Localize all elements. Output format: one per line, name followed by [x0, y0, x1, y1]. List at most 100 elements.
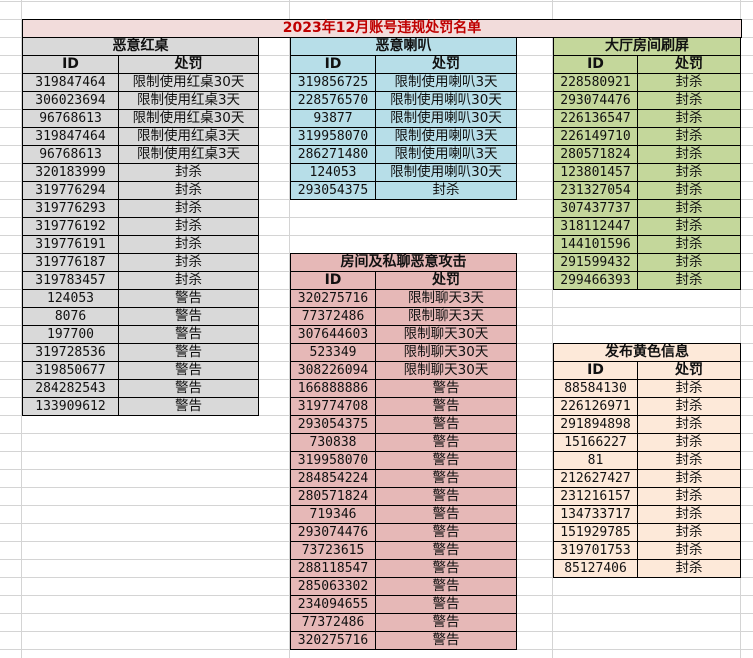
- id-cell[interactable]: 8076: [22, 307, 119, 326]
- penalty-cell[interactable]: 限制聊天30天: [375, 361, 517, 380]
- id-cell[interactable]: 306023694: [22, 91, 119, 110]
- id-cell[interactable]: 319776192: [22, 217, 119, 236]
- id-cell[interactable]: 96768613: [22, 145, 119, 164]
- id-cell[interactable]: 319728536: [22, 343, 119, 362]
- id-cell[interactable]: 231216157: [553, 487, 638, 506]
- penalty-cell[interactable]: 封杀: [375, 181, 517, 200]
- table-caption[interactable]: 恶意喇叭: [290, 37, 517, 56]
- penalty-cell[interactable]: 封杀: [118, 271, 259, 290]
- penalty-cell[interactable]: 限制聊天30天: [375, 325, 517, 344]
- id-cell[interactable]: 293074476: [290, 523, 376, 542]
- penalty-cell[interactable]: 限制使用红桌3天: [118, 145, 259, 164]
- penalty-cell[interactable]: 限制使用喇叭30天: [375, 91, 517, 110]
- id-cell[interactable]: 88584130: [553, 379, 638, 398]
- penalty-cell[interactable]: 限制使用喇叭30天: [375, 109, 517, 128]
- penalty-cell[interactable]: 封杀: [637, 253, 741, 272]
- id-cell[interactable]: 234094655: [290, 595, 376, 614]
- id-cell[interactable]: 291894898: [553, 415, 638, 434]
- id-cell[interactable]: 133909612: [22, 397, 119, 416]
- penalty-cell[interactable]: 警告: [118, 361, 259, 380]
- id-cell[interactable]: 319850677: [22, 361, 119, 380]
- penalty-cell[interactable]: 封杀: [118, 217, 259, 236]
- id-cell[interactable]: 319958070: [290, 451, 376, 470]
- penalty-cell[interactable]: 限制聊天30天: [375, 343, 517, 362]
- id-cell[interactable]: 73723615: [290, 541, 376, 560]
- penalty-cell[interactable]: 封杀: [637, 541, 741, 560]
- penalty-cell[interactable]: 警告: [375, 559, 517, 578]
- penalty-cell[interactable]: 限制使用红桌30天: [118, 73, 259, 92]
- penalty-cell[interactable]: 警告: [375, 433, 517, 452]
- id-cell[interactable]: 123801457: [553, 163, 638, 182]
- id-cell[interactable]: 307437737: [553, 199, 638, 218]
- penalty-cell[interactable]: 警告: [375, 469, 517, 488]
- penalty-cell[interactable]: 封杀: [637, 127, 741, 146]
- id-cell[interactable]: 285063302: [290, 577, 376, 596]
- id-cell[interactable]: 144101596: [553, 235, 638, 254]
- penalty-cell[interactable]: 警告: [375, 577, 517, 596]
- penalty-cell[interactable]: 警告: [118, 307, 259, 326]
- id-cell[interactable]: 226149710: [553, 127, 638, 146]
- penalty-cell[interactable]: 警告: [118, 289, 259, 308]
- penalty-cell[interactable]: 封杀: [637, 217, 741, 236]
- id-cell[interactable]: 320183999: [22, 163, 119, 182]
- penalty-cell[interactable]: 封杀: [637, 163, 741, 182]
- id-cell[interactable]: 319701753: [553, 541, 638, 560]
- penalty-cell[interactable]: 封杀: [118, 199, 259, 218]
- penalty-cell[interactable]: 封杀: [637, 415, 741, 434]
- penalty-cell[interactable]: 封杀: [637, 397, 741, 416]
- id-cell[interactable]: 288118547: [290, 559, 376, 578]
- id-cell[interactable]: 319958070: [290, 127, 376, 146]
- id-cell[interactable]: 77372486: [290, 307, 376, 326]
- penalty-cell[interactable]: 限制使用喇叭3天: [375, 145, 517, 164]
- id-cell[interactable]: 284282543: [22, 379, 119, 398]
- id-cell[interactable]: 293054375: [290, 415, 376, 434]
- id-cell[interactable]: 124053: [290, 163, 376, 182]
- id-cell[interactable]: 319856725: [290, 73, 376, 92]
- penalty-cell[interactable]: 限制使用红桌30天: [118, 109, 259, 128]
- penalty-cell[interactable]: 封杀: [637, 469, 741, 488]
- penalty-cell[interactable]: 警告: [375, 595, 517, 614]
- sheet-title[interactable]: 2023年12月账号违规处罚名单: [22, 19, 742, 38]
- penalty-cell[interactable]: 限制聊天3天: [375, 307, 517, 326]
- penalty-cell[interactable]: 封杀: [637, 451, 741, 470]
- id-cell[interactable]: 307644603: [290, 325, 376, 344]
- id-cell[interactable]: 15166227: [553, 433, 638, 452]
- penalty-cell[interactable]: 限制使用红桌3天: [118, 91, 259, 110]
- penalty-cell[interactable]: 封杀: [637, 271, 741, 290]
- id-cell[interactable]: 280571824: [290, 487, 376, 506]
- penalty-cell[interactable]: 警告: [118, 397, 259, 416]
- penalty-cell[interactable]: 警告: [375, 523, 517, 542]
- header-penalty[interactable]: 处罚: [375, 55, 517, 74]
- penalty-cell[interactable]: 警告: [375, 397, 517, 416]
- penalty-cell[interactable]: 警告: [375, 541, 517, 560]
- penalty-cell[interactable]: 封杀: [637, 523, 741, 542]
- id-cell[interactable]: 197700: [22, 325, 119, 344]
- penalty-cell[interactable]: 警告: [118, 325, 259, 344]
- penalty-cell[interactable]: 封杀: [118, 235, 259, 254]
- id-cell[interactable]: 293074476: [553, 91, 638, 110]
- table-caption[interactable]: 房间及私聊恶意攻击: [290, 253, 517, 272]
- penalty-cell[interactable]: 限制聊天3天: [375, 289, 517, 308]
- id-cell[interactable]: 228576570: [290, 91, 376, 110]
- penalty-cell[interactable]: 限制使用喇叭3天: [375, 73, 517, 92]
- penalty-cell[interactable]: 警告: [375, 613, 517, 632]
- penalty-cell[interactable]: 封杀: [637, 109, 741, 128]
- id-cell[interactable]: 228580921: [553, 73, 638, 92]
- id-cell[interactable]: 319783457: [22, 271, 119, 290]
- id-cell[interactable]: 77372486: [290, 613, 376, 632]
- id-cell[interactable]: 226126971: [553, 397, 638, 416]
- penalty-cell[interactable]: 封杀: [118, 181, 259, 200]
- penalty-cell[interactable]: 警告: [375, 379, 517, 398]
- penalty-cell[interactable]: 封杀: [637, 487, 741, 506]
- id-cell[interactable]: 151929785: [553, 523, 638, 542]
- table-caption[interactable]: 发布黄色信息: [553, 343, 741, 362]
- penalty-cell[interactable]: 封杀: [637, 559, 741, 578]
- penalty-cell[interactable]: 封杀: [637, 235, 741, 254]
- header-id[interactable]: ID: [290, 271, 376, 290]
- penalty-cell[interactable]: 警告: [375, 451, 517, 470]
- penalty-cell[interactable]: 警告: [375, 415, 517, 434]
- id-cell[interactable]: 318112447: [553, 217, 638, 236]
- id-cell[interactable]: 320275716: [290, 631, 376, 650]
- penalty-cell[interactable]: 封杀: [637, 199, 741, 218]
- id-cell[interactable]: 319774708: [290, 397, 376, 416]
